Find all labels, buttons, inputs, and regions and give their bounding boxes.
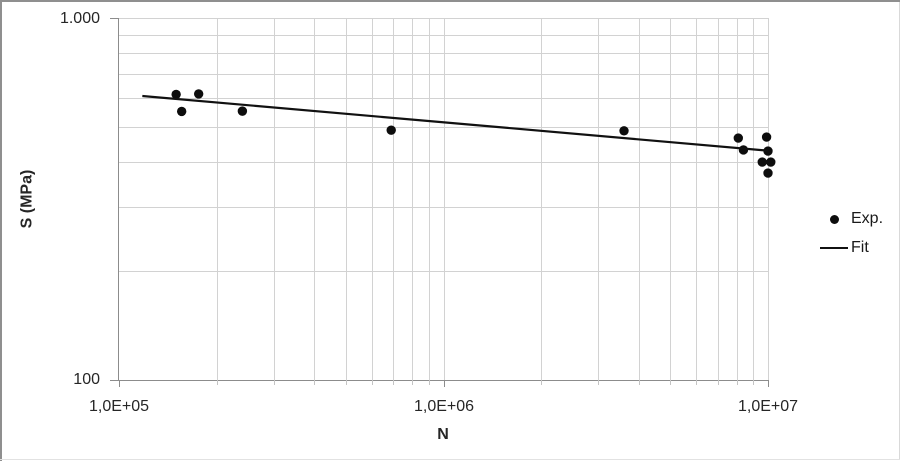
y-axis-tick-label-1000: 1.000 <box>59 10 100 27</box>
data-point-exp <box>763 168 773 178</box>
data-point-exp <box>738 145 749 155</box>
data-point-exp <box>171 89 181 100</box>
data-point-exp <box>761 132 772 142</box>
data-point-exp <box>386 125 396 135</box>
x-axis-title: N <box>437 426 449 443</box>
legend-item-exp: Exp. <box>820 208 883 230</box>
x-axis-tick-label-1e6: 1,0E+06 <box>413 398 475 415</box>
y-axis-title: S (MPa) <box>18 169 36 229</box>
data-point-exp <box>619 126 629 136</box>
y-axis-tick-label-100: 100 <box>73 371 100 388</box>
exp-dot-icon <box>820 214 848 224</box>
data-point-exp <box>763 146 773 156</box>
fit-line-icon <box>820 247 848 249</box>
x-axis-tick-label-1e5: 1,0E+05 <box>88 398 150 415</box>
data-point-exp <box>733 133 744 143</box>
data-point-exp <box>193 89 204 99</box>
x-axis-tick-label-1e7: 1,0E+07 <box>737 398 799 415</box>
data-point-exp <box>176 106 187 117</box>
legend-label-exp: Exp. <box>851 210 884 227</box>
window-border-left <box>0 0 2 461</box>
window-border-bottom <box>0 459 900 460</box>
data-point-exp <box>757 157 767 167</box>
data-point-exp <box>237 106 248 116</box>
legend: Exp. Fit <box>820 208 883 259</box>
fit-line <box>142 94 769 152</box>
window-border-top <box>0 0 900 2</box>
legend-label-fit: Fit <box>851 239 869 256</box>
legend-item-fit: Fit <box>820 237 883 259</box>
data-point-exp <box>766 157 776 167</box>
